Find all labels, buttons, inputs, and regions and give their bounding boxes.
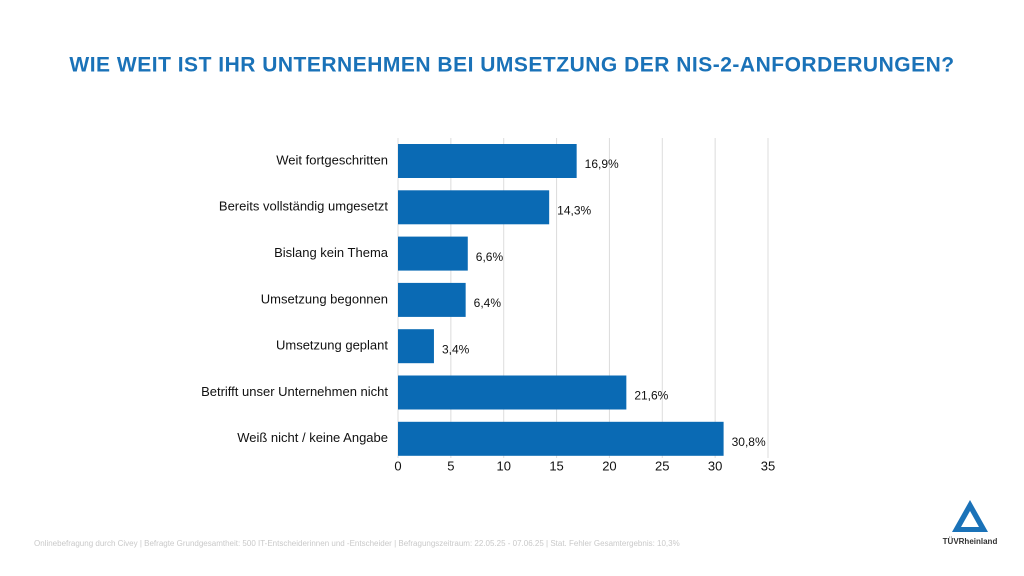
bar	[398, 329, 434, 364]
footnote: Onlinebefragung durch Civey | Befragte G…	[34, 539, 680, 548]
bar	[398, 421, 724, 456]
x-tick-label: 25	[655, 458, 669, 473]
value-label: 6,4%	[474, 296, 502, 310]
bar	[398, 236, 468, 271]
y-tick-label: Umsetzung geplant	[276, 338, 388, 353]
value-label: 21,6%	[634, 389, 668, 403]
y-tick-label: Bislang kein Thema	[274, 245, 389, 260]
x-tick-label: 15	[549, 458, 563, 473]
chart-title: WIE WEIT IST IHR UNTERNEHMEN BEI UMSETZU…	[69, 54, 954, 77]
logo: TÜVRheinland	[943, 500, 998, 546]
bar	[398, 282, 466, 317]
y-tick-label: Umsetzung begonnen	[261, 291, 388, 306]
bar	[398, 144, 577, 178]
x-tick-label: 10	[496, 458, 510, 473]
value-label: 16,9%	[585, 157, 619, 171]
logo-shape	[961, 511, 979, 527]
value-label: 3,4%	[442, 342, 470, 356]
logo-text: TÜVRheinland	[943, 537, 998, 546]
bar	[398, 375, 627, 410]
y-tick-label: Weit fortgeschritten	[276, 152, 388, 167]
value-label: 14,3%	[557, 203, 591, 217]
x-tick-label: 35	[761, 458, 775, 473]
x-tick-label: 30	[708, 458, 722, 473]
x-tick-label: 5	[447, 458, 454, 473]
bar	[398, 190, 550, 225]
x-tick-label: 20	[602, 458, 616, 473]
y-tick-label: Betrifft unser Unternehmen nicht	[201, 384, 388, 399]
value-label: 6,6%	[476, 250, 504, 264]
x-tick-label: 0	[394, 458, 401, 473]
value-label: 30,8%	[732, 435, 766, 449]
y-tick-label: Weiß nicht / keine Angabe	[237, 430, 388, 445]
y-tick-label: Bereits vollständig umgesetzt	[219, 199, 388, 214]
